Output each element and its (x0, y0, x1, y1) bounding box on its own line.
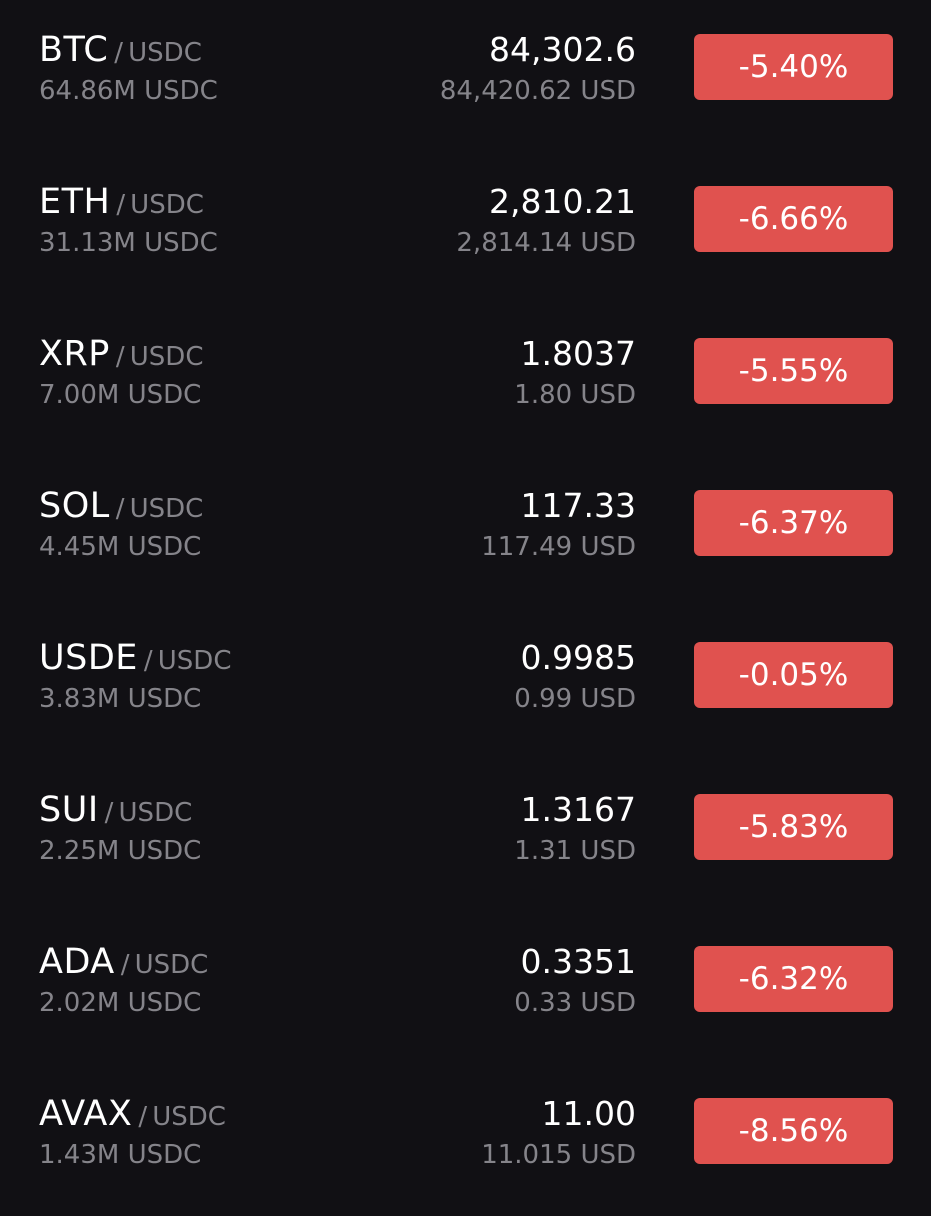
change-badge[interactable]: -8.56% (694, 1098, 893, 1164)
pair-separator: / (115, 494, 125, 524)
change-badge[interactable]: -6.66% (694, 186, 893, 252)
volume: 2.25M USDC (39, 836, 202, 866)
price-usd: 0.33 USD (514, 988, 636, 1018)
quote-symbol: USDC (129, 494, 204, 524)
price-usd: 0.99 USD (514, 684, 636, 714)
price-usd: 84,420.62 USD (439, 76, 636, 106)
market-row-sui[interactable]: SUI / USDC 2.25M USDC 1.3167 1.31 USD -5.… (0, 760, 931, 912)
market-row-xrp[interactable]: XRP / USDC 7.00M USDC 1.8037 1.80 USD -5.… (0, 304, 931, 456)
last-price: 2,810.21 (489, 182, 636, 221)
base-symbol: XRP (39, 334, 110, 374)
change-badge[interactable]: -0.05% (694, 642, 893, 708)
base-symbol: SUI (39, 790, 99, 830)
pair-label: BTC / USDC (39, 30, 202, 70)
price-usd: 1.80 USD (514, 380, 636, 410)
change-badge[interactable]: -6.32% (694, 946, 893, 1012)
pair-label: XRP / USDC (39, 334, 203, 374)
base-symbol: AVAX (39, 1094, 133, 1134)
last-price: 1.8037 (520, 334, 636, 373)
volume: 3.83M USDC (39, 684, 202, 714)
last-price: 1.3167 (520, 790, 636, 829)
base-symbol: ETH (39, 182, 111, 222)
volume: 7.00M USDC (39, 380, 202, 410)
quote-symbol: USDC (129, 342, 204, 372)
volume: 2.02M USDC (39, 988, 202, 1018)
quote-symbol: USDC (134, 950, 209, 980)
quote-symbol: USDC (128, 38, 202, 68)
price-usd: 11.015 USD (481, 1140, 636, 1170)
pair-label: ADA / USDC (39, 942, 208, 982)
base-symbol: ADA (39, 942, 115, 982)
market-row-avax[interactable]: AVAX / USDC 1.43M USDC 11.00 11.015 USD -… (0, 1064, 931, 1216)
quote-symbol: USDC (130, 190, 204, 220)
quote-symbol: USDC (157, 646, 232, 676)
last-price: 11.00 (541, 1094, 636, 1133)
market-row-btc[interactable]: BTC / USDC 64.86M USDC 84,302.6 84,420.62… (0, 0, 931, 152)
base-symbol: BTC (39, 30, 109, 70)
pair-separator: / (143, 646, 153, 676)
change-badge[interactable]: -5.83% (694, 794, 893, 860)
quote-symbol: USDC (152, 1102, 226, 1132)
market-row-sol[interactable]: SOL / USDC 4.45M USDC 117.33 117.49 USD -… (0, 456, 931, 608)
last-price: 117.33 (520, 486, 636, 525)
pair-separator: / (104, 798, 114, 828)
pair-separator: / (115, 342, 125, 372)
price-usd: 2,814.14 USD (456, 228, 636, 258)
change-badge[interactable]: -6.37% (694, 490, 893, 556)
base-symbol: SOL (39, 486, 110, 526)
last-price: 0.9985 (520, 638, 636, 677)
pair-separator: / (114, 38, 124, 68)
change-badge[interactable]: -5.55% (694, 338, 893, 404)
last-price: 0.3351 (520, 942, 636, 981)
pair-separator: / (138, 1102, 148, 1132)
price-usd: 1.31 USD (514, 836, 636, 866)
pair-label: SUI / USDC (39, 790, 192, 830)
price-usd: 117.49 USD (481, 532, 636, 562)
market-row-eth[interactable]: ETH / USDC 31.13M USDC 2,810.21 2,814.14 … (0, 152, 931, 304)
volume: 1.43M USDC (39, 1140, 202, 1170)
volume: 4.45M USDC (39, 532, 202, 562)
volume: 31.13M USDC (39, 228, 218, 258)
change-badge[interactable]: -5.40% (694, 34, 893, 100)
pair-separator: / (120, 950, 130, 980)
pair-separator: / (116, 190, 126, 220)
pair-label: USDE / USDC (39, 638, 231, 678)
market-row-ada[interactable]: ADA / USDC 2.02M USDC 0.3351 0.33 USD -6.… (0, 912, 931, 1064)
pair-label: AVAX / USDC (39, 1094, 226, 1134)
base-symbol: USDE (39, 638, 138, 678)
last-price: 84,302.6 (489, 30, 636, 69)
pair-label: ETH / USDC (39, 182, 204, 222)
volume: 64.86M USDC (39, 76, 218, 106)
quote-symbol: USDC (118, 798, 193, 828)
pair-label: SOL / USDC (39, 486, 203, 526)
market-row-usde[interactable]: USDE / USDC 3.83M USDC 0.9985 0.99 USD -0… (0, 608, 931, 760)
